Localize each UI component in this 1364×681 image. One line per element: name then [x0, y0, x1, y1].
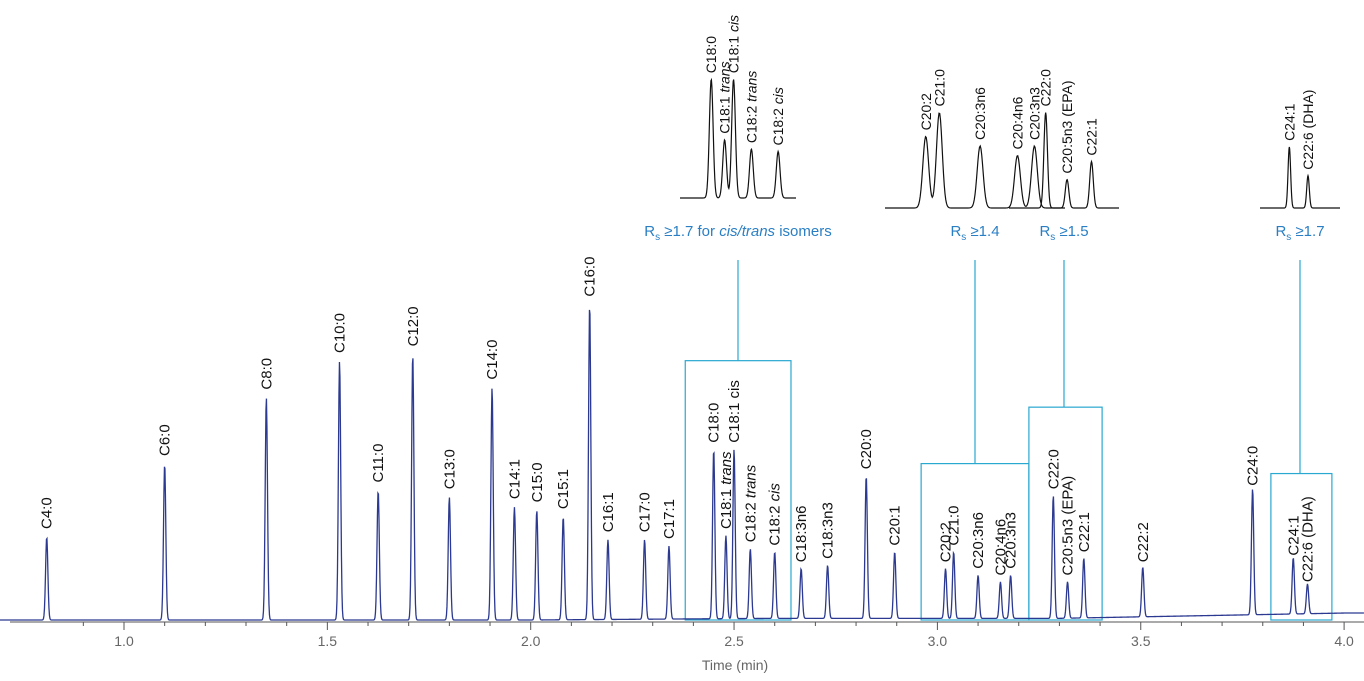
peak-label-c20-0: C20:0	[858, 429, 875, 469]
inset-label-c20-4n6: C20:4n6	[1010, 96, 1026, 149]
annotation-group: Rs ≥1.7 for cis/trans isomers Rs ≥1.4 Rs ≥…	[644, 223, 1333, 621]
inset-label-c24-1: C24:1	[1281, 103, 1297, 141]
peak-label-c21-0: C21:0	[946, 506, 963, 546]
peak-label-c4-0: C4:0	[39, 497, 56, 529]
peak-label-c18-3n6: C18:3n6	[793, 505, 810, 562]
peak-label-c12-0: C12:0	[405, 306, 422, 346]
inset-label-c20-3n3: C20:3n3	[1026, 87, 1042, 140]
peak-label-c18-3n3: C18:3n3	[820, 502, 837, 559]
resolution-label-1: Rs ≥1.7 for cis/trans isomers	[644, 223, 831, 243]
peak-label-c10-0: C10:0	[332, 313, 349, 353]
peak-label-group: C4:0 C6:0 C8:0 C10:0 C11:0 C12:0 C13:0 C14:0 C14…	[39, 257, 1317, 583]
inset-label-c20-2: C20:2	[918, 93, 934, 131]
inset-trace-3	[1009, 112, 1119, 209]
peak-label-c18-1-cis: C18:1 cis	[726, 380, 743, 443]
inset-label-c22-1: C22:1	[1084, 118, 1100, 156]
peak-label-c22-2: C22:2	[1135, 522, 1152, 562]
inset-label-c18-0: C18:0	[703, 36, 719, 74]
inset-label-c22-6-dha: C22:6 (DHA)	[1300, 90, 1316, 170]
peak-label-c18-1-trans: C18:1 trans	[718, 451, 735, 529]
peak-label-c11-0: C11:0	[370, 444, 387, 483]
peak-label-c17-1: C17:1	[661, 499, 678, 539]
peak-label-c15-1: C15:1	[555, 469, 572, 509]
inset-label-c20-3n6: C20:3n6	[972, 87, 988, 140]
peak-label-c22-0: C22:0	[1045, 449, 1062, 489]
peak-label-c20-3n3: C20:3n3	[1003, 512, 1020, 569]
peak-label-c22-6-dha: C22:6 (DHA)	[1300, 496, 1317, 582]
inset-trace-2	[885, 112, 1065, 209]
peak-label-c18-2-cis: C18:2 cis	[767, 483, 784, 546]
chromatogram-trace	[0, 309, 1364, 621]
x-tick-label-1.5: 1.5	[318, 633, 338, 649]
inset-label-c20-5n3-epa: C20:5n3 (EPA)	[1059, 80, 1075, 173]
x-tick-label-2.5: 2.5	[724, 633, 744, 649]
inset-label-c18-2-trans: C18:2 trans	[743, 71, 759, 143]
peak-label-c17-0: C17:0	[637, 492, 654, 532]
x-tick-label-3.0: 3.0	[928, 633, 948, 649]
peak-label-c20-1: C20:1	[887, 506, 904, 546]
peak-label-c18-2-trans: C18:2 trans	[742, 464, 759, 542]
resolution-label-2: Rs ≥1.4	[950, 223, 999, 243]
peak-label-c6-0: C6:0	[157, 424, 174, 456]
peak-label-c24-0: C24:0	[1245, 446, 1262, 486]
x-tick-label-3.5: 3.5	[1131, 633, 1151, 649]
trace-layer	[0, 309, 1364, 621]
x-tick-label-1.0: 1.0	[114, 633, 134, 649]
peak-label-c22-1: C22:1	[1076, 512, 1093, 552]
inset-label-c18-2-cis: C18:2 cis	[770, 87, 786, 145]
x-axis: 1.0 1.5 2.0 2.5 3.0 3.5 4.0	[10, 621, 1364, 649]
x-tick-label-2.0: 2.0	[521, 633, 541, 649]
inset-label-c18-1-trans: C18:1 trans	[717, 61, 733, 133]
resolution-label-3: Rs ≥1.5	[1039, 223, 1088, 243]
peak-label-c13-0: C13:0	[441, 449, 458, 489]
peak-label-c20-4n6: C20:4n6	[992, 519, 1009, 576]
peak-label-c15-0: C15:0	[529, 462, 546, 502]
resolution-label-4: Rs ≥1.7	[1275, 223, 1324, 243]
peak-label-c16-1: C16:1	[600, 492, 617, 532]
peak-label-c8-0: C8:0	[258, 358, 275, 390]
annotation-box-4	[1270, 472, 1333, 621]
inset-label-c22-0: C22:0	[1038, 69, 1054, 107]
peak-label-c14-1: C14:1	[506, 459, 523, 499]
x-tick-label-4.0: 4.0	[1334, 633, 1354, 649]
x-axis-title: Time (min)	[702, 657, 768, 673]
inset-label-c21-0: C21:0	[931, 69, 947, 107]
peak-label-c20-3n6: C20:3n6	[970, 512, 987, 569]
peak-label-c14-0: C14:0	[484, 340, 501, 380]
peak-label-c20-2: C20:2	[938, 522, 955, 562]
annotation-box-3	[1028, 406, 1103, 621]
peak-label-c18-0: C18:0	[706, 403, 723, 443]
peak-label-c16-0: C16:0	[582, 257, 599, 297]
inset-trace-1	[680, 77, 796, 199]
inset-label-c18-1-cis: C18:1 cis	[726, 15, 742, 73]
inset-trace-4	[1260, 146, 1340, 209]
peak-label-c20-5n3-epa: C20:5n3 (EPA)	[1060, 476, 1077, 576]
peak-label-c24-1: C24:1	[1285, 516, 1302, 556]
